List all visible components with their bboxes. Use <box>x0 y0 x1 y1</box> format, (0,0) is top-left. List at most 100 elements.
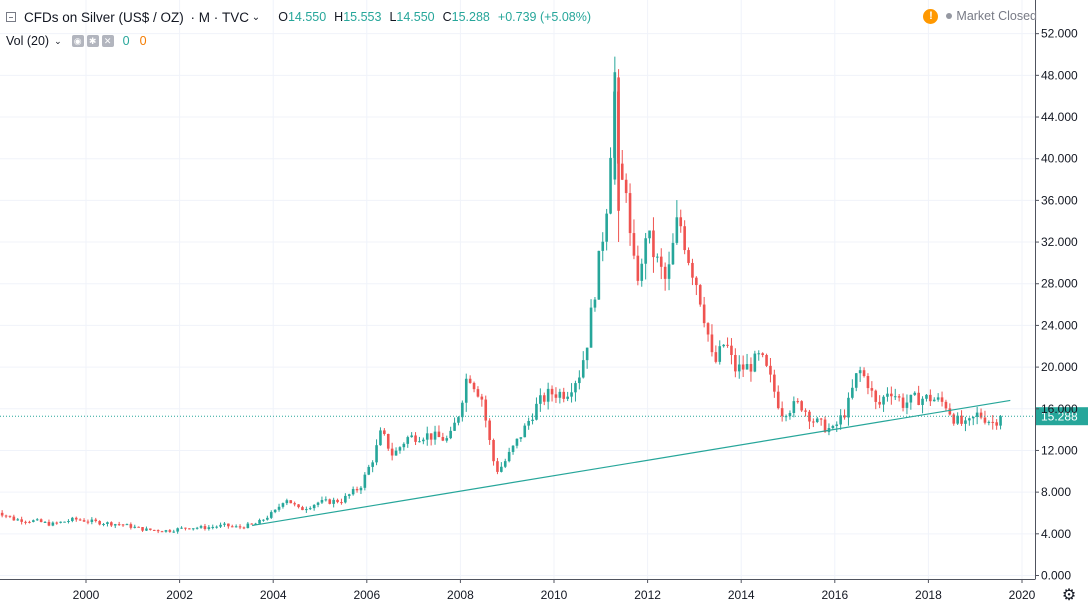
candle-body <box>390 448 394 456</box>
close-value: C15.288 <box>442 10 490 24</box>
candle-body <box>160 531 164 533</box>
candle-body <box>129 524 133 528</box>
candle-body <box>320 500 324 503</box>
candle-body <box>585 347 589 361</box>
close-icon[interactable]: ✕ <box>101 35 114 47</box>
candle-body <box>921 398 924 405</box>
candle-body <box>67 520 70 522</box>
candle-body <box>507 451 511 462</box>
candle-body <box>266 517 269 520</box>
candle-body <box>897 396 901 398</box>
candle-body <box>141 527 144 531</box>
candle-body <box>51 522 55 526</box>
candle-body <box>925 394 928 399</box>
candle-body <box>812 421 815 423</box>
price-tick-label: 12.000 <box>1041 443 1078 457</box>
candle-body <box>581 360 585 378</box>
candle-body <box>468 378 472 383</box>
candle-body <box>422 439 425 442</box>
trendline[interactable] <box>252 399 1011 527</box>
volume-label[interactable]: Vol (20) <box>6 34 50 48</box>
price-tick-label: 44.000 <box>1041 110 1078 124</box>
time-tick-label: 2000 <box>73 588 100 602</box>
candle-body <box>277 506 281 510</box>
candle-body <box>94 519 98 522</box>
candle-body <box>718 346 722 362</box>
chevron-down-icon[interactable]: ⌄ <box>249 11 261 23</box>
candle-body <box>125 524 129 526</box>
candle-body <box>792 401 796 413</box>
candle-body <box>383 430 386 434</box>
candle-body <box>386 433 390 449</box>
title-separator: · <box>210 9 223 25</box>
candle-body <box>281 503 285 507</box>
candle-body <box>839 415 842 425</box>
candle-body <box>496 461 499 472</box>
time-tick-label: 2006 <box>353 588 380 602</box>
candle-body <box>410 435 413 438</box>
grid-lines <box>0 0 1035 579</box>
candle-body <box>227 523 230 527</box>
candle-body <box>242 527 246 529</box>
candle-body <box>593 299 597 308</box>
candle-body <box>757 353 761 355</box>
candle-body <box>523 425 527 438</box>
eye-icon[interactable]: ◉ <box>71 35 84 47</box>
candle-body <box>363 474 367 488</box>
candle-body <box>562 391 566 399</box>
price-tick-label: 8.000 <box>1041 485 1071 499</box>
candle-body <box>995 422 998 426</box>
time-tick-label: 2010 <box>541 588 568 602</box>
candle-body <box>698 285 702 305</box>
candle-body <box>156 530 160 532</box>
source-label[interactable]: TVC <box>222 9 250 25</box>
candle-body <box>406 437 410 444</box>
candle-body <box>991 421 995 423</box>
candle-body <box>761 353 764 355</box>
candle-body <box>168 530 172 532</box>
warning-icon[interactable]: ! <box>923 8 939 24</box>
candle-body <box>519 437 523 439</box>
candle-body <box>445 438 449 441</box>
chevron-down-icon[interactable]: ⌄ <box>54 35 62 46</box>
title-separator: · <box>186 9 199 25</box>
candle-body <box>0 512 4 516</box>
candle-body <box>558 391 562 398</box>
candle-body <box>32 520 35 522</box>
candle-body <box>624 179 628 194</box>
price-axis[interactable]: 52.000 48.000 44.000 40.000 36.000 32.000 28.0… <box>1035 0 1078 583</box>
candle-body <box>258 519 261 524</box>
candle-body <box>929 394 932 402</box>
candle-body <box>145 528 148 531</box>
candle-body <box>328 499 332 504</box>
time-axis[interactable]: 2000 2002 2004 2006 2008 2010 2012 2014 2016 2018… <box>0 579 1036 602</box>
candle-body <box>211 526 215 528</box>
candle-body <box>8 515 12 517</box>
candle-body <box>987 421 991 423</box>
candle-body <box>106 522 109 524</box>
price-tick-label: 36.000 <box>1041 193 1078 207</box>
candle-body <box>667 264 671 279</box>
candle-body <box>351 489 355 495</box>
candle-body <box>886 393 889 397</box>
candle-body <box>578 377 581 384</box>
candle-body <box>968 418 971 421</box>
collapse-legend-icon[interactable] <box>6 12 16 22</box>
interval-label[interactable]: M <box>198 9 211 25</box>
candle-body <box>269 512 273 518</box>
settings-icon[interactable]: ✱ <box>86 35 99 47</box>
symbol-title[interactable]: CFDs on Silver (US$ / OZ) <box>24 9 184 25</box>
candle-body <box>613 72 617 180</box>
candle-body <box>620 163 624 180</box>
candle-body <box>344 495 347 503</box>
trendline-segment <box>252 399 1011 527</box>
candle-body <box>659 256 663 267</box>
candle-body <box>98 521 101 525</box>
candle-body <box>640 263 644 281</box>
candle-body <box>63 521 66 523</box>
candle-body <box>769 365 772 375</box>
candle-body <box>979 412 983 418</box>
candle-body <box>854 373 858 388</box>
gear-icon[interactable]: ⚙ <box>1061 587 1077 604</box>
